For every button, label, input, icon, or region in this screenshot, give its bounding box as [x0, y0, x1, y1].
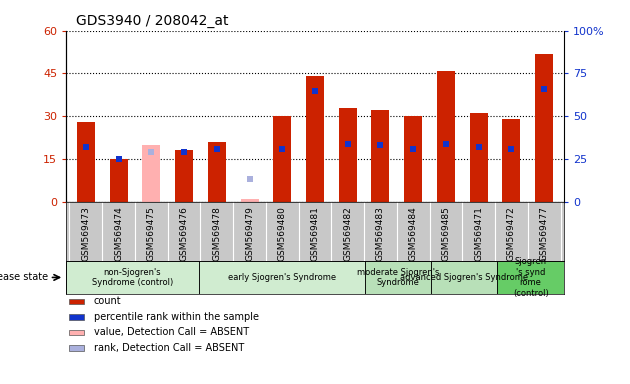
Text: GSM569481: GSM569481: [311, 206, 319, 261]
Bar: [69, 314, 84, 320]
Text: GSM569483: GSM569483: [376, 206, 385, 261]
Text: Sjogren
's synd
rome
(control): Sjogren 's synd rome (control): [513, 257, 549, 298]
Bar: [77, 122, 94, 202]
Bar: [503, 119, 520, 202]
Text: GSM569485: GSM569485: [442, 206, 450, 261]
Text: moderate Sjogren's
Syndrome: moderate Sjogren's Syndrome: [357, 268, 439, 287]
Text: GSM569480: GSM569480: [278, 206, 287, 261]
Text: GSM569474: GSM569474: [114, 206, 123, 261]
Text: GSM569473: GSM569473: [81, 206, 90, 261]
Text: disease state: disease state: [0, 272, 48, 283]
Text: non-Sjogren's
Syndrome (control): non-Sjogren's Syndrome (control): [92, 268, 173, 287]
Bar: [69, 299, 84, 305]
Bar: [175, 151, 193, 202]
Text: GSM569484: GSM569484: [409, 206, 418, 261]
Bar: [404, 116, 422, 202]
Text: GSM569478: GSM569478: [212, 206, 221, 261]
Bar: [241, 199, 258, 202]
Bar: [208, 142, 226, 202]
Bar: [339, 108, 357, 202]
Bar: [69, 345, 84, 351]
Bar: [365, 261, 431, 294]
Bar: [142, 145, 160, 202]
Bar: [498, 261, 564, 294]
Text: advanced Sjogren's Syndrome: advanced Sjogren's Syndrome: [400, 273, 529, 282]
Bar: [199, 261, 365, 294]
Text: GSM569472: GSM569472: [507, 206, 516, 261]
Bar: [306, 76, 324, 202]
Text: GSM569471: GSM569471: [474, 206, 483, 261]
Bar: [536, 53, 553, 202]
Text: early Sjogren's Syndrome: early Sjogren's Syndrome: [228, 273, 336, 282]
Bar: [431, 261, 498, 294]
Text: GSM569476: GSM569476: [180, 206, 188, 261]
Bar: [69, 330, 84, 335]
Text: GSM569479: GSM569479: [245, 206, 254, 261]
Text: rank, Detection Call = ABSENT: rank, Detection Call = ABSENT: [93, 343, 244, 353]
Text: GDS3940 / 208042_at: GDS3940 / 208042_at: [76, 14, 229, 28]
Bar: [66, 261, 199, 294]
Bar: [437, 71, 455, 202]
Text: GSM569482: GSM569482: [343, 206, 352, 261]
Text: value, Detection Call = ABSENT: value, Detection Call = ABSENT: [93, 327, 249, 337]
Text: percentile rank within the sample: percentile rank within the sample: [93, 311, 258, 321]
Text: GSM569475: GSM569475: [147, 206, 156, 261]
Text: count: count: [93, 296, 121, 306]
Bar: [273, 116, 291, 202]
Bar: [470, 113, 488, 202]
Bar: [372, 111, 389, 202]
Bar: [110, 159, 127, 202]
Text: GSM569477: GSM569477: [540, 206, 549, 261]
